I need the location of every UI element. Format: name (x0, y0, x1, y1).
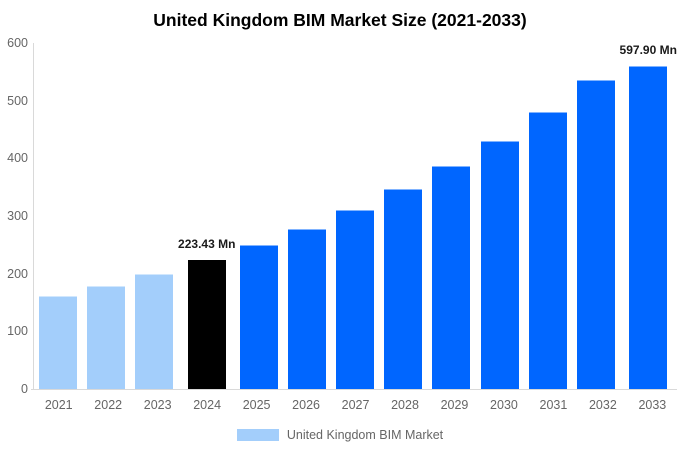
bar-slot-2029 (427, 43, 475, 389)
bar-slot-2031 (524, 43, 572, 389)
y-tick-0: 0 (21, 382, 28, 396)
data-label-2024: 223.43 Mn (178, 237, 236, 252)
x-tick-2023: 2023 (143, 398, 172, 412)
plot-area: 223.43 Mn 597.90 Mn (34, 43, 677, 389)
bar-2023 (135, 273, 174, 389)
data-label-2033: 597.90 Mn (619, 43, 677, 57)
legend-label: United Kingdom BIM Market (286, 428, 444, 442)
x-tick-2021: 2021 (44, 398, 73, 412)
x-axis-line (31, 389, 677, 390)
bar-2024 (187, 260, 226, 389)
bar-2032 (576, 79, 615, 389)
bar-slot-2033: 597.90 Mn (620, 43, 677, 389)
x-tick-2029: 2029 (440, 398, 469, 412)
x-tick-2030: 2030 (490, 398, 518, 412)
bar-2031 (528, 111, 567, 389)
x-tick-2022: 2022 (94, 398, 123, 412)
bar-2028 (384, 189, 423, 389)
bar-slot-2032 (572, 43, 620, 389)
x-tick-2033: 2033 (638, 398, 667, 412)
x-tick-2024: 2024 (193, 398, 222, 412)
bar-2025 (240, 245, 279, 389)
x-tick-2031: 2031 (539, 398, 568, 412)
y-tick-600: 600 (7, 36, 28, 50)
bar-slot-2027 (331, 43, 379, 389)
bar-slot-2030 (476, 43, 524, 389)
bar-2029 (432, 166, 471, 389)
x-tick-2026: 2026 (292, 398, 320, 412)
bar-2026 (288, 228, 327, 389)
bar-slot-2028 (379, 43, 427, 389)
bar-2033 (629, 66, 668, 389)
x-tick-2028: 2028 (391, 398, 419, 412)
y-axis-line (33, 43, 34, 389)
legend: United Kingdom BIM Market (0, 427, 680, 443)
bar-slot-2021 (34, 43, 82, 389)
bar-2027 (336, 210, 375, 389)
y-tick-300: 300 (7, 209, 28, 223)
y-axis: 0 100 200 300 400 500 600 (0, 0, 28, 450)
y-tick-100: 100 (7, 324, 28, 339)
x-axis: 2021 2022 2023 2024 2025 2026 2027 2028 2029 2030… (34, 398, 677, 412)
bar-slot-2022 (82, 43, 130, 389)
legend-swatch (236, 429, 279, 441)
x-tick-2032: 2032 (588, 398, 617, 412)
bar-slot-2025 (235, 43, 283, 389)
y-tick-200: 200 (7, 266, 28, 281)
bar-2021 (39, 296, 77, 389)
bar-2022 (87, 285, 126, 389)
x-tick-2025: 2025 (242, 398, 271, 412)
bar-slot-2023 (130, 43, 178, 389)
bar-slot-2024: 223.43 Mn (178, 43, 235, 389)
bar-slot-2026 (283, 43, 331, 389)
y-tick-500: 500 (7, 93, 28, 108)
x-tick-2027: 2027 (341, 398, 370, 412)
bar-2030 (480, 140, 519, 389)
y-tick-400: 400 (7, 151, 28, 166)
chart-title: United Kingdom BIM Market Size (2021-203… (153, 10, 527, 30)
